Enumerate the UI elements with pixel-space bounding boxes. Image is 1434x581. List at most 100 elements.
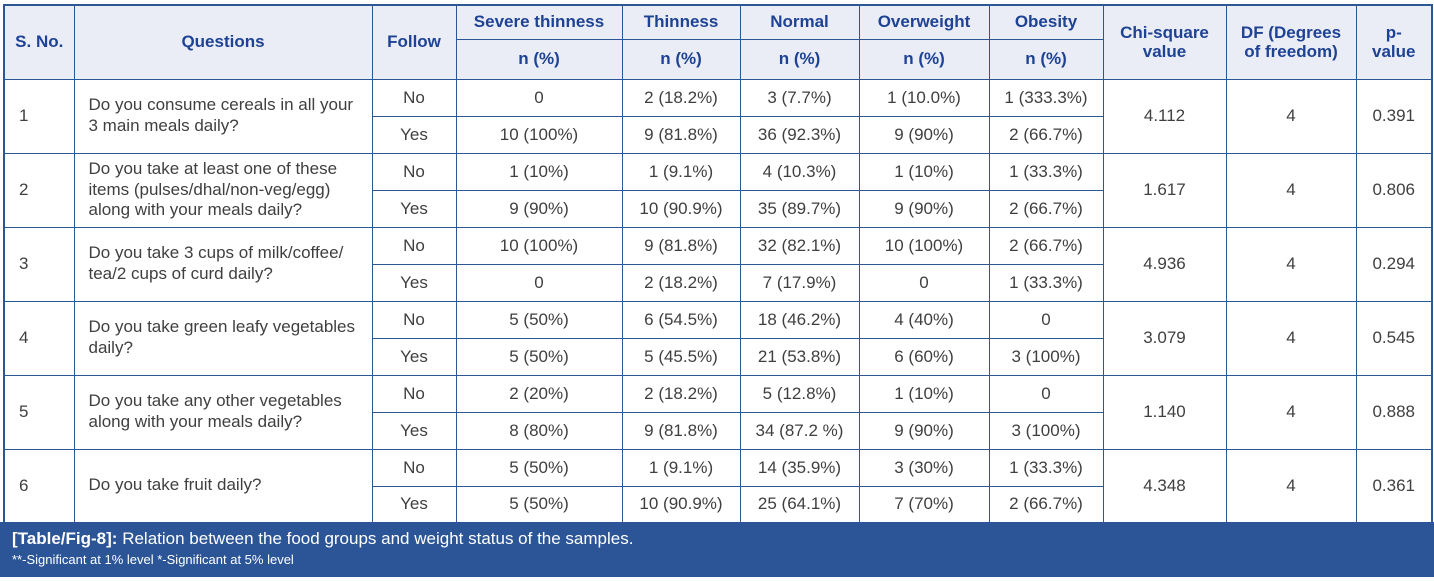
- value-cell: 2 (66.7%): [988, 115, 1104, 154]
- value-cell: 10 (100%): [858, 226, 990, 265]
- value-cell: 9 (81.8%): [621, 115, 741, 154]
- value-cell: 0: [455, 78, 623, 117]
- value-cell: 1 (33.3%): [988, 448, 1104, 487]
- header-obesity: Obesity: [988, 4, 1104, 40]
- header-thinness: Thinness: [621, 4, 741, 40]
- header-npct: n (%): [455, 38, 623, 80]
- follow-cell: No: [371, 300, 457, 339]
- follow-cell: No: [371, 152, 457, 191]
- value-cell: 0: [988, 374, 1104, 413]
- header-npct: n (%): [858, 38, 990, 80]
- value-cell: 2 (18.2%): [621, 374, 741, 413]
- df-cell: 4: [1225, 78, 1357, 154]
- table-row-q5-no: 5 Do you take any other vegetables along…: [3, 374, 1433, 450]
- p-cell: 0.391: [1355, 78, 1433, 154]
- header-s-no: S. No.: [3, 4, 75, 80]
- caption-text: Relation between the food groups and wei…: [122, 529, 634, 548]
- value-cell: 34 (87.2 %): [739, 411, 860, 450]
- follow-cell: Yes: [371, 485, 457, 524]
- table-row-q3-yes: Yes 0 2 (18.2%) 7 (17.9%) 0 1 (33.3%): [4, 263, 1432, 302]
- table-row-q3-no: 3 Do you take 3 cups of milk/coffee/ tea…: [3, 226, 1433, 302]
- df-cell: 4: [1225, 152, 1357, 228]
- sno-cell: 6: [3, 448, 75, 524]
- chi-cell: 4.112: [1102, 78, 1227, 154]
- header-normal: Normal: [739, 4, 860, 40]
- value-cell: 1 (33.3%): [988, 152, 1104, 191]
- question-cell: Do you take fruit daily?: [73, 448, 373, 524]
- header-row-categories: S. No. Questions Follow Severe thinness …: [3, 4, 1433, 80]
- value-cell: 10 (100%): [455, 226, 623, 265]
- question-cell: Do you take green leafy vegetables daily…: [73, 300, 373, 376]
- value-cell: 0: [988, 300, 1104, 339]
- value-cell: 2 (18.2%): [621, 263, 741, 302]
- value-cell: 32 (82.1%): [739, 226, 860, 265]
- question-cell: Do you take at least one of these items …: [73, 152, 373, 228]
- value-cell: 3 (100%): [988, 337, 1104, 376]
- p-cell: 0.361: [1355, 448, 1433, 524]
- value-cell: 9 (81.8%): [621, 411, 741, 450]
- p-cell: 0.806: [1355, 152, 1433, 228]
- sno-cell: 3: [3, 226, 75, 302]
- follow-cell: Yes: [371, 411, 457, 450]
- question-cell: Do you take any other vegetables along w…: [73, 374, 373, 450]
- value-cell: 18 (46.2%): [739, 300, 860, 339]
- value-cell: 21 (53.8%): [739, 337, 860, 376]
- p-cell: 0.294: [1355, 226, 1433, 302]
- header-npct: n (%): [988, 38, 1104, 80]
- header-follow: Follow: [371, 4, 457, 80]
- value-cell: 4 (40%): [858, 300, 990, 339]
- value-cell: 3 (7.7%): [739, 78, 860, 117]
- value-cell: 9 (90%): [455, 189, 623, 228]
- value-cell: 6 (60%): [858, 337, 990, 376]
- header-overweight: Overweight: [858, 4, 990, 40]
- table-row-q5-yes: Yes 8 (80%) 9 (81.8%) 34 (87.2 %) 9 (90%…: [4, 411, 1432, 450]
- header-severe-thinness: Severe thinness: [455, 4, 623, 40]
- table-row-q4-no: 4 Do you take green leafy vegetables dai…: [3, 300, 1433, 376]
- value-cell: 1 (10%): [858, 374, 990, 413]
- follow-cell: No: [371, 78, 457, 117]
- value-cell: 2 (18.2%): [621, 78, 741, 117]
- value-cell: 1 (333.3%): [988, 78, 1104, 117]
- value-cell: 4 (10.3%): [739, 152, 860, 191]
- value-cell: 36 (92.3%): [739, 115, 860, 154]
- value-cell: 5 (50%): [455, 485, 623, 524]
- value-cell: 2 (20%): [455, 374, 623, 413]
- figure-label: [Table/Fig-8]:: [12, 529, 118, 548]
- value-cell: 9 (90%): [858, 189, 990, 228]
- value-cell: 0: [858, 263, 990, 302]
- table-row-q6-no: 6 Do you take fruit daily? No 5 (50%) 1 …: [3, 448, 1433, 524]
- header-chi-square: Chi-square value: [1102, 4, 1227, 80]
- value-cell: 8 (80%): [455, 411, 623, 450]
- value-cell: 14 (35.9%): [739, 448, 860, 487]
- value-cell: 5 (12.8%): [739, 374, 860, 413]
- df-cell: 4: [1225, 374, 1357, 450]
- value-cell: 5 (45.5%): [621, 337, 741, 376]
- value-cell: 35 (89.7%): [739, 189, 860, 228]
- chi-cell: 1.617: [1102, 152, 1227, 228]
- value-cell: 1 (10.0%): [858, 78, 990, 117]
- header-questions: Questions: [73, 4, 373, 80]
- df-cell: 4: [1225, 448, 1357, 524]
- chi-cell: 1.140: [1102, 374, 1227, 450]
- value-cell: 1 (33.3%): [988, 263, 1104, 302]
- chi-cell: 3.079: [1102, 300, 1227, 376]
- sno-cell: 2: [3, 152, 75, 228]
- follow-cell: No: [371, 226, 457, 265]
- value-cell: 5 (50%): [455, 448, 623, 487]
- header-p-value: p-value: [1355, 4, 1433, 80]
- value-cell: 6 (54.5%): [621, 300, 741, 339]
- value-cell: 1 (9.1%): [621, 152, 741, 191]
- table-caption: [Table/Fig-8]: Relation between the food…: [12, 528, 1420, 550]
- chi-cell: 4.348: [1102, 448, 1227, 524]
- value-cell: 1 (10%): [858, 152, 990, 191]
- df-cell: 4: [1225, 226, 1357, 302]
- sno-cell: 4: [3, 300, 75, 376]
- table-row-q6-yes: Yes 5 (50%) 10 (90.9%) 25 (64.1%) 7 (70%…: [4, 485, 1432, 524]
- table-row-q1-no: 1 Do you consume cereals in all your 3 m…: [3, 78, 1433, 154]
- value-cell: 3 (100%): [988, 411, 1104, 450]
- value-cell: 3 (30%): [858, 448, 990, 487]
- value-cell: 0: [455, 263, 623, 302]
- table-row-q1-yes: Yes 10 (100%) 9 (81.8%) 36 (92.3%) 9 (90…: [4, 115, 1432, 154]
- value-cell: 2 (66.7%): [988, 226, 1104, 265]
- follow-cell: Yes: [371, 337, 457, 376]
